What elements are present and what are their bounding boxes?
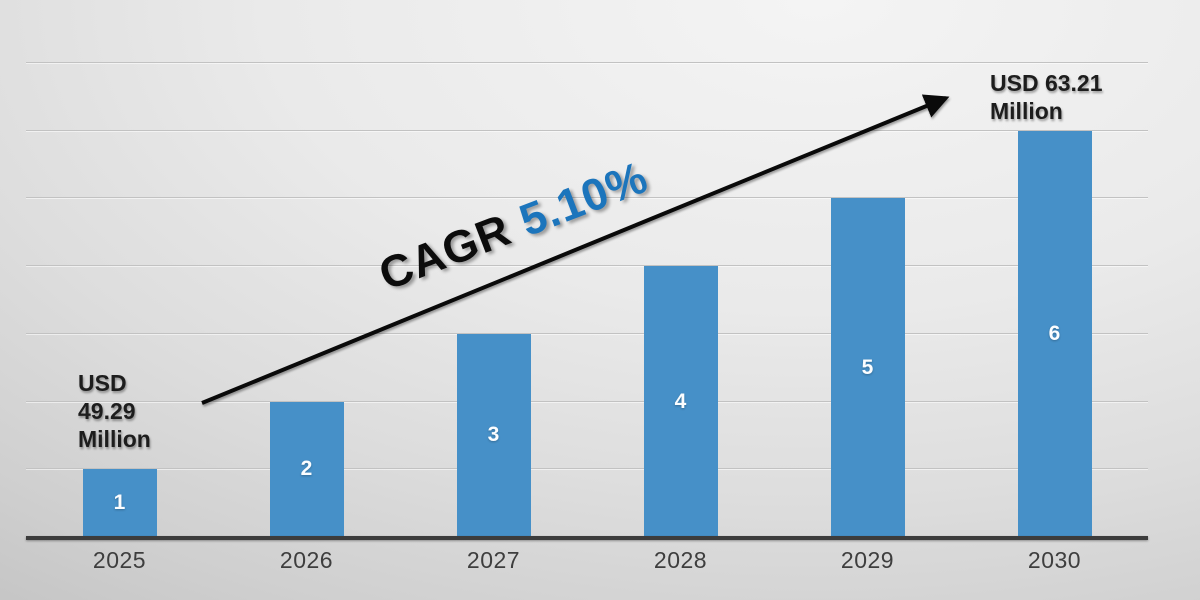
x-axis-labels: 2025 2026 2027 2028 2029 2030 [26,547,1148,574]
category-slot-2028: 4 [587,63,774,537]
x-axis-label-2028: 2028 [653,547,708,573]
bar-2026: 2 [269,401,344,537]
bar-value-label: 6 [1048,321,1061,345]
category-slot-2026: 2 [213,63,400,537]
end-value-annotation: USD 63.21 Million [990,70,1103,124]
bar-2029: 5 [830,198,905,537]
gridline [26,400,1148,402]
bar-value-label: 1 [113,491,126,515]
bar-value-label: 3 [487,423,500,447]
category-slot-2025: 1 [26,63,213,537]
growth-arrow-line [201,94,950,405]
x-axis-line [26,536,1148,540]
gridline [26,468,1148,470]
gridline [26,129,1148,131]
bar-value-label: 5 [861,355,874,379]
bar-2027: 3 [456,333,531,537]
gridline [26,265,1148,267]
gridline [26,197,1148,199]
bar-value-label: 2 [300,457,313,481]
x-axis-label-2030: 2030 [1027,547,1082,573]
category-slot-2027: 3 [400,63,587,537]
category-slot-2030: 6 [961,63,1148,537]
gridline [26,62,1148,63]
x-axis-label-2029: 2029 [840,547,895,573]
bar-value-label: 4 [674,389,687,413]
gridline [26,332,1148,334]
category-slot-2029: 5 [774,63,961,537]
plot-area: 1 2 3 4 5 6 [26,62,1148,537]
x-axis-label-2027: 2027 [466,547,521,573]
x-axis-label-2026: 2026 [279,547,334,573]
start-value-annotation: USD 49.29 Million [78,370,151,452]
bar-2030: 6 [1017,130,1092,537]
bar-2028: 4 [643,266,718,537]
bar-2025: 1 [82,469,157,537]
x-axis-label-2025: 2025 [92,547,147,573]
